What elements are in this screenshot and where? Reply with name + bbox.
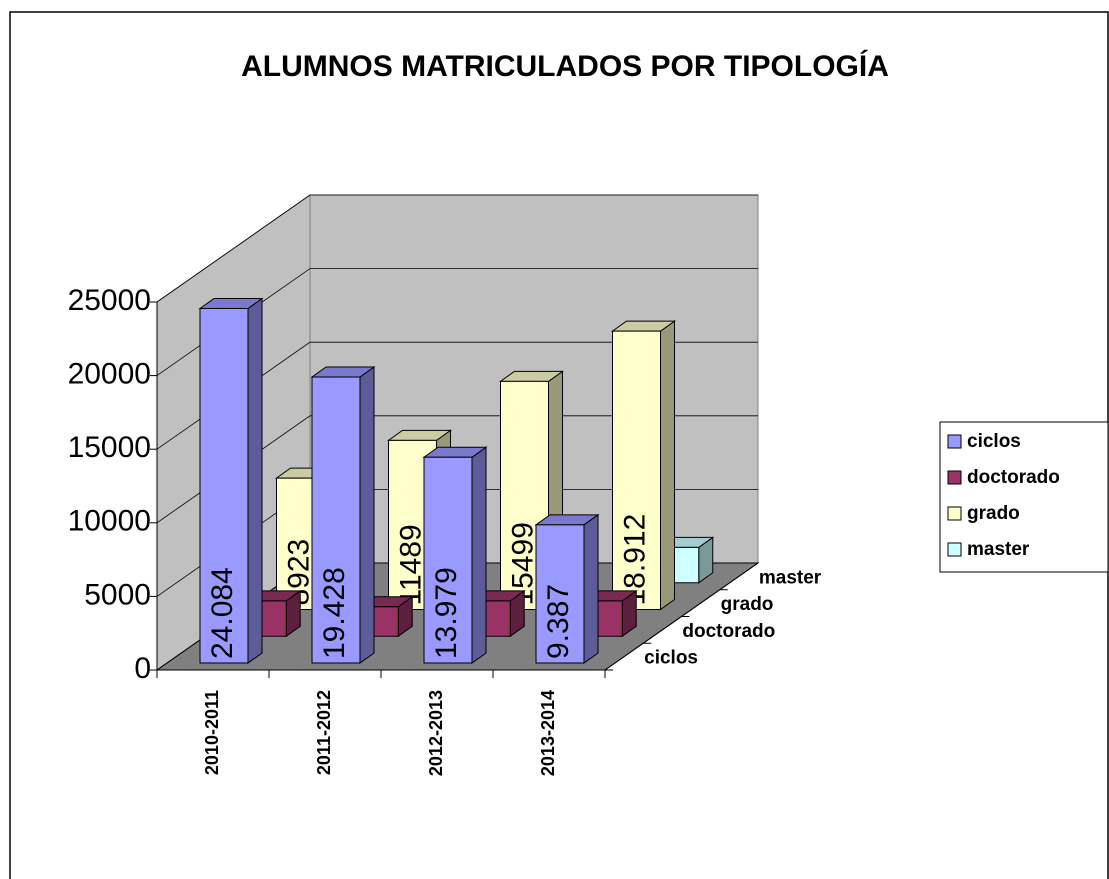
legend-label: master — [967, 539, 1030, 560]
y-tick-label: 20000 — [68, 358, 151, 391]
legend-label: grado — [967, 503, 1020, 524]
y-tick-label: 0 — [134, 652, 151, 685]
legend-swatch — [947, 470, 962, 485]
bar-side — [660, 320, 675, 611]
bar-side — [471, 446, 487, 664]
x-tick-label: 2013-2014 — [538, 690, 558, 776]
bar-side — [247, 297, 263, 664]
bar: 9.387 — [534, 513, 600, 664]
legend-box — [939, 421, 1109, 573]
x-tick-label: 2012-2013 — [426, 690, 446, 776]
value-label: 24.084 — [206, 567, 239, 659]
value-label: 18.912 — [618, 514, 651, 606]
bar: 13.979 — [422, 446, 488, 664]
depth-label: master — [759, 567, 822, 588]
y-tick-label: 5000 — [84, 578, 151, 611]
bar: 24.084 — [198, 297, 264, 664]
y-tick-label: 10000 — [68, 505, 151, 538]
bar: 19.428 — [310, 366, 376, 664]
legend-swatch — [947, 506, 962, 521]
depth-label: doctorado — [682, 621, 775, 642]
value-label: 19.428 — [318, 567, 351, 659]
bar: 18.912 — [610, 320, 677, 611]
bar-front — [423, 456, 473, 664]
chart-title: ALUMNOS MATRICULADOS POR TIPOLOGÍA — [241, 49, 889, 83]
x-tick-label: 2011-2012 — [314, 690, 334, 775]
legend-label: doctorado — [967, 467, 1060, 488]
grid-line — [156, 194, 758, 303]
bar-front — [199, 307, 249, 664]
y-tick-label: 25000 — [68, 284, 151, 317]
bar-front — [612, 330, 661, 610]
legend-swatch — [947, 542, 962, 557]
legend-label: ciclos — [967, 431, 1021, 452]
y-tick-label: 15000 — [68, 431, 151, 464]
value-label: 13.979 — [430, 567, 463, 659]
bar-front — [311, 376, 361, 664]
bar-front — [535, 524, 585, 664]
bar-side — [583, 513, 599, 664]
bar-side — [359, 366, 375, 664]
depth-label: ciclos — [644, 648, 698, 669]
value-label: 11489 — [394, 524, 427, 605]
legend-swatch — [947, 434, 962, 449]
depth-label: grado — [721, 594, 774, 615]
value-label: 9.387 — [542, 584, 575, 659]
x-tick-label: 2010-2011 — [202, 690, 222, 775]
legend: ciclos doctorado grado master — [939, 421, 1109, 573]
